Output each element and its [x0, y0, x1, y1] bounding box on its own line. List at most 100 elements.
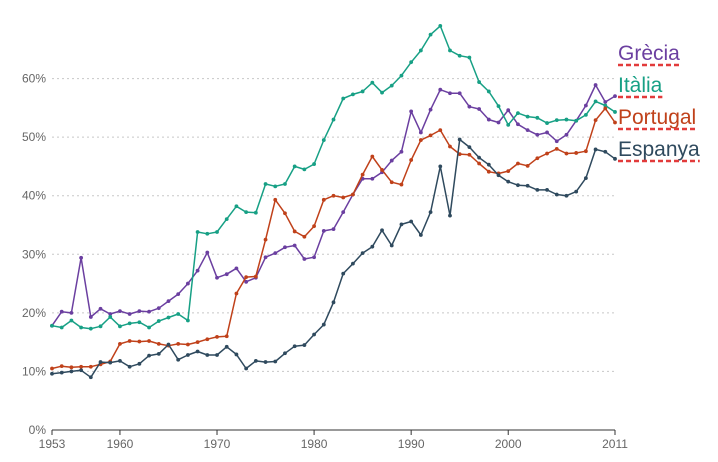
data-point — [409, 158, 414, 162]
data-point — [156, 306, 161, 311]
data-point — [108, 360, 113, 365]
data-point — [448, 48, 452, 53]
data-point — [467, 152, 472, 157]
data-point — [486, 162, 491, 167]
data-point — [166, 315, 171, 320]
data-point — [205, 250, 210, 255]
data-point — [312, 162, 316, 166]
series-label: Portugal — [618, 106, 696, 129]
data-point — [380, 168, 384, 172]
data-point — [88, 375, 93, 380]
data-point — [69, 310, 74, 315]
data-point — [156, 319, 161, 323]
series-label: Itàlia — [618, 74, 663, 97]
data-point — [428, 210, 433, 215]
data-point — [399, 73, 404, 78]
data-point — [273, 359, 278, 364]
series-label: Espanya — [618, 138, 700, 161]
data-point — [564, 132, 569, 137]
data-point — [98, 360, 103, 364]
data-point — [409, 60, 414, 65]
data-point — [418, 48, 423, 53]
data-point — [244, 366, 249, 371]
data-point — [118, 342, 122, 346]
data-point — [118, 358, 122, 363]
data-point — [137, 361, 142, 366]
data-point — [79, 364, 84, 369]
data-point — [574, 118, 579, 123]
data-point — [457, 53, 462, 58]
data-point — [224, 217, 229, 222]
data-point — [185, 318, 190, 323]
data-point — [428, 133, 433, 138]
data-point — [127, 364, 132, 369]
data-point — [370, 244, 375, 249]
data-point — [195, 230, 200, 234]
data-point — [438, 87, 443, 92]
data-point — [302, 234, 307, 239]
data-point — [234, 204, 239, 209]
data-point — [253, 274, 258, 279]
data-point — [593, 118, 598, 123]
data-point — [147, 353, 151, 358]
data-point — [583, 103, 588, 108]
data-point — [506, 179, 511, 184]
data-point — [545, 121, 549, 125]
data-point — [613, 120, 617, 125]
y-tick-label: 40% — [22, 189, 46, 203]
x-tick-label: 1990 — [398, 437, 425, 451]
data-point — [176, 312, 181, 316]
data-point — [535, 156, 540, 161]
data-point — [525, 128, 530, 133]
data-point — [477, 80, 482, 84]
data-point — [69, 369, 74, 374]
data-point — [448, 91, 452, 96]
data-point — [98, 306, 103, 311]
data-point — [283, 351, 287, 356]
data-point — [127, 321, 132, 326]
data-point — [59, 309, 64, 314]
data-point — [205, 231, 210, 236]
data-point — [535, 132, 540, 137]
x-tick-label: 2000 — [495, 437, 522, 451]
data-point — [283, 211, 287, 216]
data-point — [185, 281, 190, 286]
data-point — [389, 243, 394, 248]
data-point — [79, 255, 84, 260]
data-point — [438, 128, 443, 133]
data-point — [564, 151, 569, 156]
data-point — [341, 195, 346, 200]
axes: 0% 10% 20% 30% 40% 50% 60% 1953 1960 1970 1980 1990… — [22, 72, 628, 451]
data-point — [215, 230, 219, 234]
data-point — [88, 326, 93, 331]
data-point — [593, 147, 598, 152]
data-point — [409, 109, 414, 114]
data-point — [428, 107, 433, 112]
data-point — [418, 130, 423, 135]
data-point — [195, 349, 200, 354]
data-point — [535, 115, 540, 120]
data-point — [137, 339, 142, 344]
data-point — [215, 334, 219, 339]
data-point — [176, 357, 181, 362]
data-point — [574, 151, 579, 155]
data-point — [166, 342, 171, 347]
data-point — [156, 351, 161, 356]
data-point — [244, 275, 249, 280]
data-point — [253, 210, 258, 215]
data-point — [59, 370, 64, 375]
data-point — [108, 315, 113, 319]
data-point — [118, 324, 122, 329]
data-point — [331, 300, 336, 305]
y-tick-label: 0% — [29, 423, 47, 437]
data-point — [224, 334, 229, 339]
data-point — [147, 339, 151, 343]
data-point — [312, 224, 316, 229]
data-point — [496, 120, 501, 125]
data-point — [554, 192, 559, 197]
data-point — [467, 145, 472, 150]
data-point — [583, 149, 588, 154]
data-point — [457, 137, 462, 142]
data-point — [351, 261, 355, 266]
